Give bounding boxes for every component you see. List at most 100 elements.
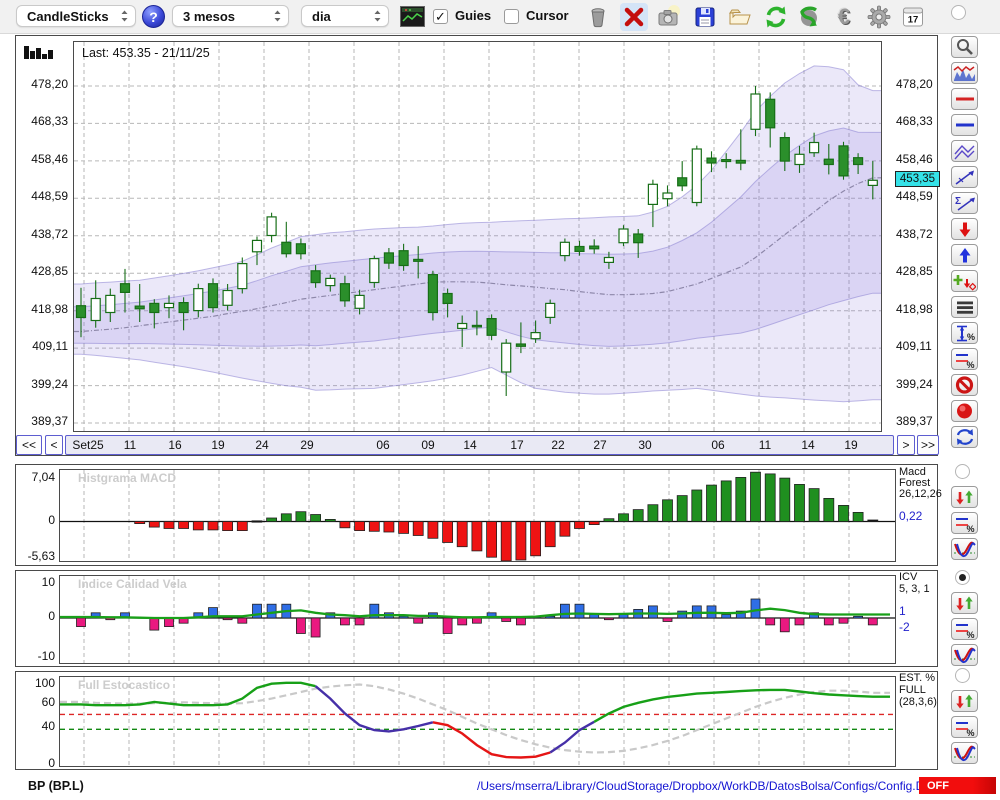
- macd-lines-percent-button[interactable]: %: [951, 512, 978, 534]
- arrow-up-blue-icon: [959, 247, 970, 262]
- settings-button[interactable]: [865, 3, 893, 31]
- sum-trendline-button[interactable]: Σ: [951, 192, 978, 214]
- record-button[interactable]: [951, 400, 978, 422]
- add-signal-button[interactable]: [951, 270, 978, 292]
- list-lines-button[interactable]: [951, 296, 978, 318]
- macd-plot[interactable]: [59, 469, 896, 562]
- macd-bar: [134, 521, 146, 524]
- red-hline-button[interactable]: [951, 88, 978, 110]
- stochastic-plot[interactable]: [59, 676, 896, 767]
- nav-prev-button[interactable]: <: [45, 435, 63, 455]
- macd-bar: [163, 521, 175, 529]
- chart-type-select[interactable]: CandleSticks: [16, 5, 136, 27]
- macd-signal-arrows-button[interactable]: [951, 486, 978, 508]
- icv-average-line: [60, 607, 890, 620]
- candle: [105, 288, 116, 322]
- current-price-tag: 453,35: [895, 171, 940, 188]
- signal-arrows-icon: [956, 694, 973, 708]
- indicator-overview-button[interactable]: [951, 62, 978, 84]
- macd-bar: [750, 471, 761, 522]
- candle: [515, 322, 526, 354]
- help-button[interactable]: ?: [142, 5, 165, 28]
- icv-bar: [237, 617, 248, 624]
- candle: [398, 243, 409, 271]
- candle: [413, 246, 424, 279]
- nav-first-button[interactable]: <<: [16, 435, 42, 455]
- icv-bar: [413, 617, 424, 624]
- channel-button[interactable]: [951, 140, 978, 162]
- snapshot-button[interactable]: [655, 3, 683, 31]
- bollinger-outer-band: [74, 65, 881, 402]
- candle: [852, 153, 864, 174]
- vertical-range-percent-button[interactable]: %: [951, 322, 978, 344]
- icv-bar: [574, 603, 585, 619]
- candle: [779, 132, 790, 171]
- candle: [530, 320, 541, 343]
- candle: [486, 314, 497, 341]
- macd-bar: [192, 521, 204, 531]
- currency-button[interactable]: €: [830, 3, 858, 31]
- range-value: 3 mesos: [183, 8, 236, 24]
- bollinger-inner-band: [74, 128, 881, 347]
- arrow-down-red-button[interactable]: [951, 218, 978, 240]
- refresh-button[interactable]: [762, 3, 790, 31]
- price-plot[interactable]: [73, 41, 882, 432]
- icv-bar: [252, 603, 262, 619]
- nav-last-button[interactable]: >>: [917, 435, 939, 455]
- icv-bar: [398, 615, 409, 619]
- stochastic-lines-percent-button[interactable]: %: [951, 716, 978, 738]
- zoom-button[interactable]: [951, 36, 978, 58]
- arrow-up-blue-button[interactable]: [951, 244, 978, 266]
- date-axis-label: 11: [758, 438, 772, 452]
- icv-plot[interactable]: [59, 575, 896, 664]
- macd-current-value: 0,22: [899, 509, 923, 523]
- trendline-button[interactable]: [951, 166, 978, 188]
- macd-bar: [867, 519, 879, 522]
- candle: [149, 299, 160, 329]
- trash-button[interactable]: [584, 3, 612, 31]
- icv-axis-label: 10: [41, 575, 55, 589]
- macd-bar: [486, 521, 498, 558]
- lines-percent-icon: %: [955, 353, 974, 369]
- macd-radio[interactable]: [955, 464, 970, 479]
- macd-bar: [207, 521, 219, 531]
- save-button[interactable]: [691, 3, 719, 31]
- calendar-button[interactable]: 17: [899, 3, 927, 31]
- price-axis-label-left: 478,20: [31, 77, 68, 91]
- icv-bar: [838, 617, 849, 624]
- sync-button[interactable]: [951, 426, 978, 448]
- stochastic-radio[interactable]: [955, 668, 970, 683]
- candle: [471, 310, 482, 336]
- interval-select[interactable]: dia: [301, 5, 389, 27]
- cursor-checkbox[interactable]: [504, 9, 519, 24]
- lines-percent-button[interactable]: %: [951, 348, 978, 370]
- chevron-updown-icon: [120, 9, 129, 23]
- icv-signal-arrows-button[interactable]: [951, 592, 978, 614]
- macd-bar: [838, 505, 849, 522]
- forbid-button[interactable]: [951, 374, 978, 396]
- undo-sync-button[interactable]: [795, 3, 823, 31]
- macd-curve-fit-button[interactable]: [951, 538, 978, 560]
- range-select[interactable]: 3 mesos: [172, 5, 289, 27]
- delete-button[interactable]: [620, 3, 648, 31]
- stochastic-curve-fit-button[interactable]: [951, 742, 978, 764]
- mini-chart-button[interactable]: [400, 6, 425, 32]
- stochastic-right-text: EST. %: [899, 672, 936, 684]
- nav-next-button[interactable]: >: [897, 435, 915, 455]
- icv-radio[interactable]: [955, 570, 970, 585]
- candle: [603, 251, 615, 269]
- icv-lines-percent-button[interactable]: %: [951, 618, 978, 640]
- delete-x-icon: [624, 7, 644, 27]
- top-radio[interactable]: [951, 5, 966, 20]
- icv-curve-fit-button[interactable]: [951, 644, 978, 666]
- guies-checkbox[interactable]: ✓: [433, 9, 448, 24]
- macd-bar: [339, 521, 351, 529]
- stochastic-signal-arrows-button[interactable]: [951, 690, 978, 712]
- open-button[interactable]: [726, 3, 754, 31]
- blue-hline-button[interactable]: [951, 114, 978, 136]
- stochastic-k-line: [593, 688, 890, 723]
- off-toggle-button[interactable]: OFF: [919, 777, 996, 794]
- candle: [207, 278, 219, 313]
- icv-bar: [735, 610, 746, 619]
